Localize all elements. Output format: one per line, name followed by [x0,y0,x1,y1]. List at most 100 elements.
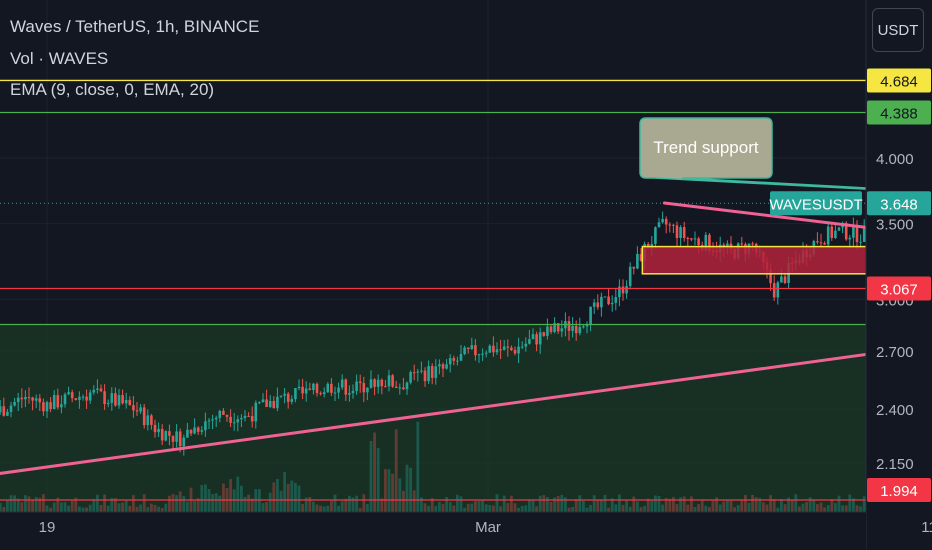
currency-button[interactable]: USDT [872,8,924,52]
volume-bar [150,503,153,512]
volume-bar [222,483,225,512]
descending-trend-line[interactable] [662,201,932,290]
volume-bar [531,499,535,512]
volume-bar [607,507,610,512]
candle-body [225,414,229,417]
candle-body [823,243,826,245]
volume-bar [2,507,6,512]
green-demand-zone [0,324,866,512]
candle-body [780,276,783,283]
volume-bar [823,507,826,512]
volume-bar [747,502,751,512]
volume-bar [204,484,207,512]
volume-bar [834,503,837,512]
candle-body [542,332,546,336]
volume-bar [574,499,578,512]
volume-bar [848,494,852,512]
candle-body [438,364,441,367]
candle-body [60,404,63,408]
candle-body [726,243,729,248]
candle-body [740,243,744,245]
volume-bar [92,499,96,512]
last-price-badge[interactable] [867,191,931,216]
candle-body [387,375,391,387]
candle-body [621,286,625,294]
candle-body [218,410,222,418]
volume-bar [596,499,600,512]
candle-body [668,224,672,226]
candle-body [88,392,92,401]
candle-body [171,435,175,442]
volume-bar [798,506,801,512]
price-level-badge[interactable] [867,478,931,502]
time-axis-bg [0,512,866,550]
price-level-badge[interactable] [867,100,931,125]
volume-bar [301,503,304,512]
volume-bar [124,500,128,512]
volume-bar [355,495,358,512]
volume-bar [722,501,726,512]
price-level-badge[interactable] [867,276,931,301]
candle-body [92,389,96,393]
ema-legend[interactable]: EMA (9, close, 0, EMA, 20) [10,80,215,99]
candle-body [24,397,27,400]
candle-body [492,345,495,353]
candle-body [409,372,412,383]
candle-body [2,406,6,416]
candle-body [326,383,330,393]
volume-bar [196,498,200,512]
candle-body [153,424,157,433]
volume-bar [708,507,711,512]
candle-body [614,297,618,303]
candle-body [477,354,481,356]
volume-bar [420,497,423,512]
candle-body [495,349,499,353]
candle-body [243,415,247,418]
candle-body [366,387,369,393]
volume-bar [0,502,2,512]
candle-body [708,234,711,251]
volume-bar [520,505,524,512]
volume-bar [618,494,621,512]
candle-body [308,388,312,390]
candle-body [106,402,110,405]
volume-bar [380,498,384,512]
price-axis[interactable]: 2.1502.4002.7003.0003.5004.0004.6844.388… [769,0,932,550]
candle-body [294,388,297,400]
callout-bubble[interactable] [639,117,932,229]
volume-bar [751,495,754,512]
candle-body [268,400,272,407]
volume-bar [729,500,733,512]
last-price-badge-text: 3.648 [880,196,918,213]
horizontal-levels[interactable] [0,79,866,501]
volume-legend[interactable]: Vol · WAVES [10,49,109,68]
candle-body [272,400,276,409]
volume-bar [214,493,218,512]
volume-bar [693,507,697,512]
candle-body [276,396,279,409]
volume-bar [466,503,470,512]
volume-bar [819,502,823,512]
price-level-badge[interactable] [867,68,931,93]
candle-body [128,400,132,406]
volume-bar [52,502,56,512]
candle-body [304,388,308,394]
volume-bar [106,505,110,512]
candle-body [862,227,866,242]
candle-body [819,242,823,244]
candle-body [686,238,690,240]
time-tick-label: 19 [39,519,56,536]
volume-bar [560,494,564,512]
symbol-price-badge[interactable] [770,191,862,216]
candle-body [603,296,607,298]
volume-bar [585,507,589,512]
volume-bar [639,507,643,512]
candle-body [675,225,679,238]
time-axis[interactable]: 19Mar111825Apr8 [0,511,932,550]
time-tick-label: 11 [921,519,932,536]
volume-bar [290,480,294,512]
volume-bar [481,500,484,512]
symbol-legend[interactable]: Waves / TetherUS, 1h, BINANCE [10,17,260,36]
volume-bar [358,507,362,512]
